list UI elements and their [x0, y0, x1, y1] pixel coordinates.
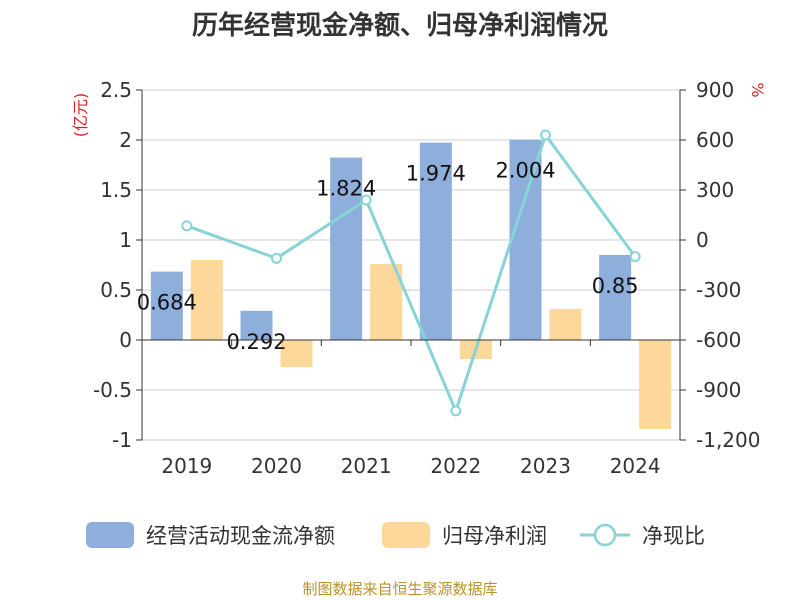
legend-swatch-cashflow — [86, 522, 134, 548]
ratio-point — [181, 220, 193, 232]
left-tick-label: 0.5 — [100, 278, 132, 302]
x-tick-label: 2021 — [341, 454, 392, 478]
left-tick-label: -0.5 — [93, 378, 132, 402]
net-profit-bar — [549, 309, 582, 340]
cashflow-bar — [599, 255, 632, 340]
ratio-point — [629, 251, 641, 263]
net-profit-bar — [280, 340, 313, 367]
left-tick-label: 2 — [119, 128, 132, 152]
ratio-point — [271, 252, 282, 264]
right-tick-label: -1,200 — [696, 428, 760, 452]
cashflow-data-label: 1.974 — [406, 162, 466, 186]
chart-title: 历年经营现金净额、归母净利润情况 — [192, 10, 608, 41]
legend-label-net-profit: 归母净利润 — [442, 524, 547, 548]
x-tick-label: 2022 — [430, 454, 481, 478]
legend: 经营活动现金流净额 归母净利润 净现比 — [86, 522, 705, 548]
ratio-line-path — [186, 131, 637, 416]
cashflow-bar — [509, 139, 542, 340]
right-tick-label: -900 — [696, 378, 741, 402]
x-axis: 2019 2020 2021 2022 2023 2024 — [141, 339, 681, 478]
source-note: 制图数据来自恒生聚源数据库 — [302, 580, 497, 598]
right-tick-label: -600 — [696, 328, 741, 352]
right-axis: 900 600 300 0 -300 -600 -900 -1,200 — [679, 78, 760, 452]
right-tick-label: -300 — [696, 278, 741, 302]
left-tick-label: 2.5 — [100, 78, 132, 102]
ratio-line — [181, 129, 641, 417]
right-axis-unit: % — [748, 82, 767, 97]
x-tick-label: 2023 — [520, 454, 571, 478]
left-axis: 2.5 2 1.5 1 0.5 0 -0.5 -1 — [93, 78, 143, 452]
left-tick-label: 1 — [119, 228, 132, 252]
cashflow-data-label: 0.684 — [137, 291, 197, 315]
right-tick-label: 600 — [696, 128, 734, 152]
left-axis-unit: (亿元) — [71, 93, 90, 138]
cashflow-data-label: 0.85 — [592, 274, 639, 298]
x-tick-label: 2024 — [610, 454, 661, 478]
legend-marker-ratio — [593, 523, 617, 547]
net-profit-bar — [639, 340, 672, 429]
ratio-point — [450, 405, 462, 417]
left-tick-label: -1 — [112, 428, 132, 452]
cashflow-data-label: 0.292 — [226, 330, 286, 354]
left-tick-label: 1.5 — [100, 178, 132, 202]
legend-swatch-net-profit — [382, 522, 430, 548]
ratio-point — [360, 194, 372, 206]
cashflow-bar — [330, 157, 363, 340]
cashflow-data-label: 1.824 — [316, 177, 376, 201]
right-tick-label: 300 — [696, 178, 734, 202]
data-labels: 0.684 0.292 1.824 1.974 2.004 0.85 — [137, 159, 639, 354]
net-profit-bar — [190, 260, 223, 340]
cashflow-bar — [150, 271, 183, 340]
right-tick-label: 900 — [696, 78, 734, 102]
right-tick-label: 0 — [696, 228, 709, 252]
cashflow-bar — [419, 142, 452, 340]
x-tick-label: 2019 — [161, 454, 212, 478]
cashflow-bar — [240, 310, 273, 340]
left-tick-label: 0 — [119, 328, 132, 352]
cashflow-data-label: 2.004 — [495, 159, 555, 183]
bars — [150, 139, 672, 429]
ratio-point — [540, 129, 551, 141]
net-profit-bar — [370, 264, 403, 340]
x-tick-label: 2020 — [251, 454, 302, 478]
legend-label-cashflow: 经营活动现金流净额 — [146, 524, 335, 548]
legend-label-ratio: 净现比 — [642, 524, 705, 548]
